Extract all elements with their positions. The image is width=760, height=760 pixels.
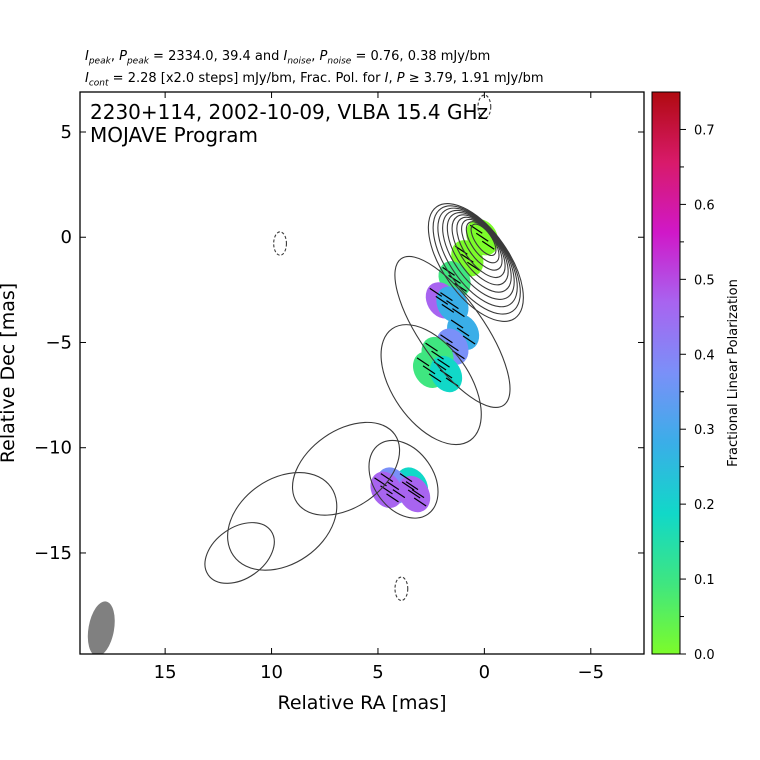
evpa-vector: [386, 493, 399, 503]
evpa-vector: [422, 365, 436, 375]
evpa-vector: [481, 240, 495, 250]
x-axis-label: Relative RA [mas]: [277, 692, 446, 714]
contour-layer: [204, 94, 524, 602]
y-tick-label: 5: [61, 122, 72, 143]
plot-title-line1: 2230+114, 2002-10-09, VLBA 15.4 GHz: [90, 100, 488, 124]
evpa-vector: [456, 327, 470, 337]
x-tick-label: 15: [154, 662, 177, 683]
header-line-2: Icont = 2.28 [x2.0 steps] mJy/bm, Frac. …: [85, 71, 544, 89]
y-tick-label: 0: [61, 227, 72, 248]
evpa-vector: [440, 334, 453, 344]
evpa-vector: [399, 473, 413, 483]
contour-level: [451, 214, 509, 286]
contour-level: [368, 439, 439, 519]
colorbar-tick-label: 0.1: [694, 573, 715, 588]
colorbar-ticks: 0.0 0.1 0.2 0.3 0.4 0.5 0.6 0.7: [680, 123, 715, 663]
header-line-1: Ipeak, Ppeak = 2334.0, 39.4 and Inoise, …: [85, 49, 491, 67]
plot-title-line2: MOJAVE Program: [90, 123, 258, 147]
contour-level: [465, 221, 500, 264]
evpa-vector: [467, 261, 480, 271]
evpa-vector: [429, 287, 443, 297]
evpa-vector: [425, 342, 438, 352]
contour-level: [380, 324, 482, 446]
evpa-vector: [380, 473, 394, 483]
x-tick-label: −5: [578, 662, 605, 683]
negative-contour: [273, 231, 287, 256]
evpa-vector: [431, 350, 444, 360]
colorbar-tick-label: 0.6: [694, 198, 715, 213]
evpa-vector: [386, 481, 400, 491]
contour-level: [291, 421, 401, 516]
evpa-vector: [448, 274, 461, 284]
x-tick-label: 5: [372, 662, 383, 683]
colorbar-tick-label: 0.7: [694, 123, 715, 138]
plot-frame: [79, 91, 645, 655]
restoring-beam: [87, 601, 115, 654]
x-tick-label: 10: [260, 662, 283, 683]
negative-contour: [394, 576, 409, 602]
contour-level: [204, 522, 275, 584]
evpa-vector: [413, 497, 427, 507]
evpa-vector: [454, 282, 467, 292]
colorbar-tick-label: 0.2: [694, 498, 715, 513]
y-axis-ticks: 5 0 −5 −10 −15: [34, 122, 644, 564]
evpa-vector: [405, 481, 419, 491]
contour-level: [437, 207, 518, 308]
contour-level: [394, 255, 511, 408]
evpa-vector: [440, 292, 453, 302]
evpa-vector: [416, 357, 430, 367]
colorbar-label: Fractional Linear Polarization: [726, 279, 741, 467]
evpa-vector: [437, 358, 450, 368]
evpa-vector: [450, 319, 464, 329]
colorbar-tick-label: 0.3: [694, 423, 715, 438]
contour-level: [470, 223, 497, 257]
contour-level: [456, 216, 506, 278]
y-tick-label: −15: [34, 543, 72, 564]
negative-contour: [477, 94, 492, 119]
evpa-vector: [392, 489, 406, 499]
evpa-vector: [374, 477, 387, 487]
x-axis-ticks: 15 10 5 0 −5: [154, 92, 604, 683]
colorbar-tick-label: 0.0: [694, 648, 715, 663]
evpa-vector: [452, 308, 465, 318]
y-tick-label: −5: [45, 332, 72, 353]
evpa-vector: [441, 303, 455, 313]
colorbar-tick-label: 0.5: [694, 273, 715, 288]
evpa-vector: [401, 481, 415, 491]
evpa-vector: [407, 489, 421, 499]
evpa-vector: [435, 295, 449, 305]
colorbar-tick-label: 0.4: [694, 348, 715, 363]
contour-level: [432, 205, 521, 315]
y-tick-label: −10: [34, 438, 72, 459]
y-axis-label: Relative Dec [mas]: [0, 283, 19, 463]
evpa-vector: [462, 335, 476, 345]
contour-level: [461, 218, 503, 271]
evpa-vector: [446, 300, 459, 310]
evpa-vector: [469, 224, 483, 234]
beam-layer: [87, 601, 115, 654]
evpa-vector: [446, 342, 459, 352]
colorbar: [651, 91, 681, 655]
contour-level: [442, 209, 515, 300]
contour-level: [227, 472, 338, 571]
x-tick-label: 0: [479, 662, 490, 683]
contour-level: [446, 212, 512, 293]
evpa-vector: [411, 489, 425, 499]
evpa-vector: [475, 232, 489, 242]
evpa-vector: [428, 373, 442, 383]
contour-level: [427, 203, 524, 322]
